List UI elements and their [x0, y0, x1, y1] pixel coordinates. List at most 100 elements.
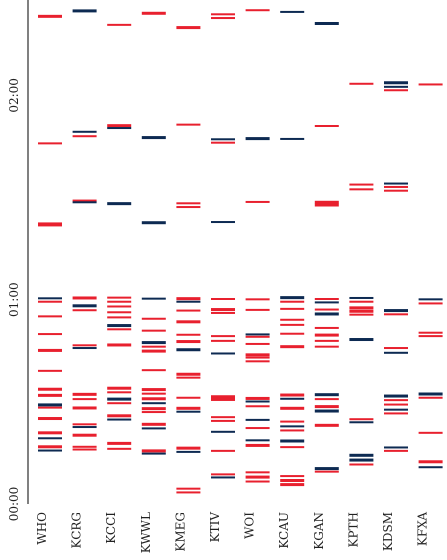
schedule-mark [38, 348, 62, 352]
schedule-mark [418, 298, 443, 301]
schedule-mark [176, 206, 201, 209]
schedule-mark [314, 405, 339, 409]
schedule-mark [349, 309, 374, 313]
schedule-mark [211, 221, 235, 224]
schedule-mark [72, 199, 97, 202]
schedule-mark [107, 316, 132, 319]
schedule-mark [72, 423, 97, 426]
schedule-mark [107, 311, 132, 314]
schedule-mark [176, 396, 201, 399]
schedule-mark [72, 304, 97, 308]
schedule-mark [280, 323, 305, 326]
schedule-mark [38, 393, 62, 397]
schedule-mark [176, 487, 201, 490]
schedule-mark [107, 402, 132, 405]
schedule-mark [245, 308, 270, 311]
schedule-mark [245, 475, 270, 479]
schedule-mark [280, 296, 305, 300]
schedule-mark [245, 439, 270, 442]
x-tick-label: KCAU [277, 512, 291, 549]
schedule-mark [211, 352, 235, 355]
schedule-mark [384, 81, 408, 85]
schedule-mark [107, 127, 132, 130]
schedule-mark [38, 297, 62, 300]
schedule-mark [38, 222, 62, 227]
schedule-mark [314, 203, 339, 207]
schedule-mark [141, 221, 166, 225]
schedule-mark [176, 348, 201, 352]
schedule-mark [349, 300, 374, 303]
schedule-mark [107, 305, 132, 308]
schedule-mark [38, 333, 62, 336]
schedule-mark [72, 135, 97, 138]
schedule-mark [384, 446, 408, 449]
schedule-mark [176, 376, 201, 379]
schedule-mark [384, 313, 408, 316]
schedule-mark [384, 347, 408, 350]
schedule-mark [141, 388, 166, 392]
schedule-mark [211, 13, 235, 16]
schedule-mark [107, 391, 132, 394]
schedule-mark [384, 408, 408, 411]
schedule-mark [245, 396, 270, 400]
schedule-mark [349, 418, 374, 421]
schedule-mark [245, 298, 270, 301]
schedule-mark [418, 460, 443, 464]
schedule-mark [245, 480, 270, 483]
schedule-mark [349, 453, 374, 457]
schedule-mark [141, 427, 166, 430]
schedule-mark [107, 418, 132, 421]
schedule-mark [418, 331, 443, 334]
schedule-mark [384, 189, 408, 192]
x-tick-label: KMEG [173, 512, 187, 552]
schedule-mark [245, 353, 270, 357]
schedule-mark [280, 318, 305, 321]
schedule-mark [38, 387, 62, 391]
schedule-mark [176, 406, 201, 410]
schedule-mark [314, 398, 339, 401]
schedule-mark [141, 369, 166, 372]
schedule-mark [107, 124, 132, 128]
schedule-mark [211, 419, 235, 422]
schedule-mark [176, 309, 201, 312]
schedule-mark [176, 300, 201, 303]
y-tick-label: 01:00 [7, 282, 21, 317]
schedule-mark [107, 386, 132, 390]
schedule-mark [72, 445, 97, 448]
schedule-mark [141, 341, 166, 345]
schedule-mark [141, 11, 166, 15]
schedule-mark [72, 398, 97, 401]
schedule-mark [245, 471, 270, 474]
schedule-mark [107, 296, 132, 299]
schedule-mark [245, 405, 270, 408]
schedule-mark [349, 188, 374, 191]
schedule-mark [314, 312, 339, 316]
schedule-mark [245, 200, 270, 203]
schedule-mark [280, 10, 305, 13]
schedule-mark [141, 297, 166, 300]
x-tick-label: KDSM [381, 512, 395, 551]
schedule-mark [280, 332, 305, 335]
x-axis-ticks: WHO KCRG KCCI KWWL KMEG KTIV WOI KCAU KGAN KPTH KD… [35, 512, 430, 554]
schedule-mark [280, 345, 305, 349]
schedule-mark [418, 466, 443, 469]
schedule-mark [107, 23, 132, 26]
schedule-mark [72, 130, 97, 133]
schedule-mark [72, 406, 97, 410]
schedule-mark [38, 315, 62, 318]
schedule-mark [314, 308, 339, 311]
schedule-mark [176, 123, 201, 126]
schedule-mark [176, 202, 201, 205]
x-tick-label: KCCI [104, 512, 118, 544]
schedule-mark [72, 448, 97, 451]
schedule-mark [349, 82, 374, 85]
schedule-mark [418, 335, 443, 338]
schedule-mark [141, 397, 166, 401]
schedule-mark [211, 311, 235, 314]
x-tick-label: KFXA [416, 512, 430, 546]
schedule-mark [211, 395, 235, 399]
schedule-mark [141, 449, 166, 453]
schedule-mark [384, 399, 408, 402]
schedule-mark [107, 441, 132, 445]
schedule-mark [418, 431, 443, 434]
